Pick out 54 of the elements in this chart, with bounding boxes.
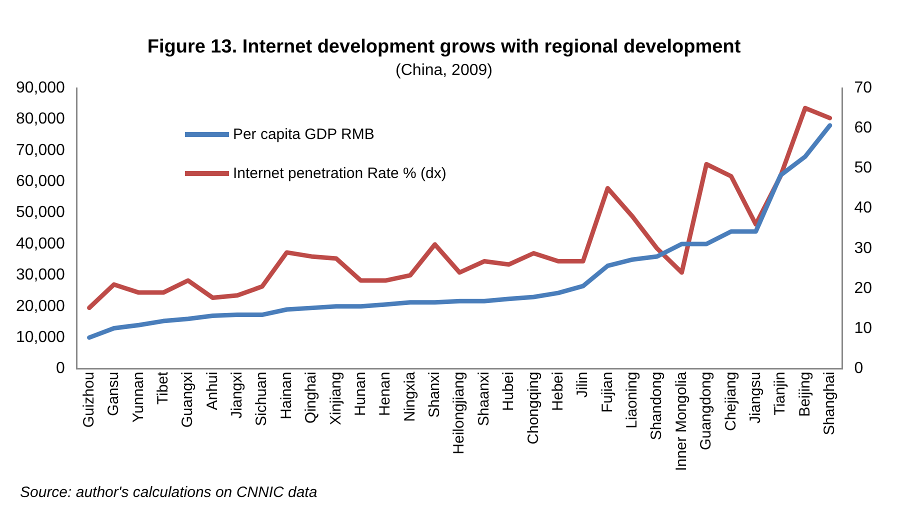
x-tick-label: Liaoning [624,372,641,428]
y-tick-label: 0 [56,360,66,378]
y2-tick-label: 0 [854,360,864,378]
y-tick-label: 20,000 [16,298,66,315]
x-tick-label: Inner Mongolia [672,371,690,472]
x-tick-label: Shanghai [821,372,838,436]
legend-label: Internet penetration Rate % (dx) [232,165,446,182]
x-tick-label: Gansu [105,372,122,416]
x-tick-label: Fujian [598,372,616,413]
x-tick-label: Anhui [204,372,221,410]
x-tick-label: Qinghai [302,372,320,424]
y-tick-label: 80,000 [16,110,66,128]
x-tick-label: Chejiang [722,372,740,431]
y2-tick-label: 20 [854,280,872,297]
x-tick-label: Jiangxi [228,372,246,418]
x-tick-label: Hubei [500,372,518,411]
x-tick-label: Xinjiang [327,372,344,426]
x-tick-label: Chongqing [524,372,542,444]
y2-tick-label: 50 [854,160,872,177]
x-tick-label: Jilin [574,372,592,398]
y-tick-label: 90,000 [16,79,66,96]
x-tick-label: Shaanxi [475,372,492,426]
y-tick-label: 60,000 [16,172,66,190]
y2-tick-label: 10 [854,320,872,338]
y2-tick-label: 70 [854,79,872,96]
y-tick-label: 40,000 [16,235,66,252]
y2-tick-label: 30 [854,240,872,257]
x-tick-label: Guangxi [179,372,196,428]
x-tick-label: Heilongjiang [450,372,468,454]
x-tick-label: Tianjin [772,372,789,416]
source-note: Source: author's calculations on CNNIC data [20,484,318,501]
x-tick-label: Jiangsu [746,372,764,424]
y-tick-label: 50,000 [16,204,66,222]
y-tick-label: 30,000 [16,266,66,284]
x-tick-label: Ningxia [401,371,418,422]
y2-tick-label: 40 [854,200,872,217]
x-tick-label: Hainan [278,372,295,420]
chart-subtitle: (China, 2009) [396,62,492,79]
legend-label: Per capita GDP RMB [232,126,374,143]
x-tick-label: Guizhou [80,372,98,428]
x-tick-label: Hunan [352,372,369,416]
x-tick-label: Hebei [549,372,566,411]
x-tick-label: Henan [376,372,394,416]
chart-title: Figure 13. Internet development grows with regional development [147,36,742,58]
y2-tick-label: 60 [854,120,872,137]
x-tick-label: Sichuan [253,372,270,426]
x-tick-label: Shandong [648,372,666,440]
x-tick-label: Tibet [154,370,172,405]
y-tick-label: 10,000 [16,328,66,346]
x-tick-label: Shanxi [426,372,444,418]
y-tick-label: 70,000 [16,142,66,159]
x-tick-label: Guangdong [698,372,715,450]
x-tick-label: Beijing [796,372,814,417]
x-tick-label: Yunnan [130,372,147,423]
